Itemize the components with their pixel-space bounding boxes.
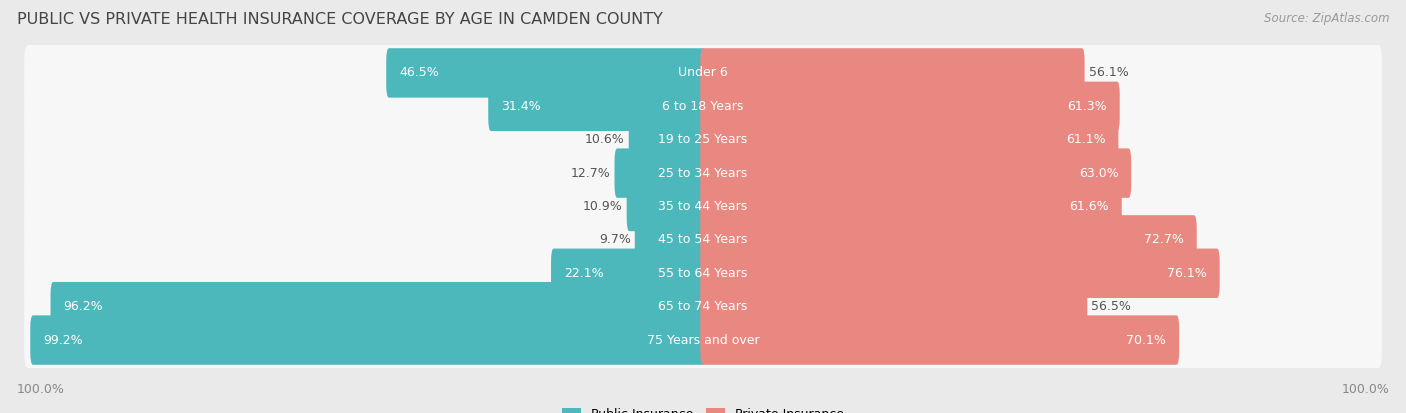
FancyBboxPatch shape <box>24 212 1382 268</box>
FancyBboxPatch shape <box>24 45 1382 101</box>
Text: 12.7%: 12.7% <box>571 166 610 180</box>
Text: 6 to 18 Years: 6 to 18 Years <box>662 100 744 113</box>
FancyBboxPatch shape <box>700 249 1219 298</box>
FancyBboxPatch shape <box>24 145 1382 201</box>
FancyBboxPatch shape <box>614 148 706 198</box>
Text: 56.5%: 56.5% <box>1091 300 1132 313</box>
FancyBboxPatch shape <box>24 312 1382 368</box>
Text: 61.6%: 61.6% <box>1070 200 1109 213</box>
FancyBboxPatch shape <box>31 316 706 365</box>
Text: 45 to 54 Years: 45 to 54 Years <box>658 233 748 247</box>
Text: 99.2%: 99.2% <box>44 334 83 347</box>
Text: 70.1%: 70.1% <box>1126 334 1167 347</box>
Text: 55 to 64 Years: 55 to 64 Years <box>658 267 748 280</box>
FancyBboxPatch shape <box>551 249 706 298</box>
FancyBboxPatch shape <box>24 78 1382 134</box>
FancyBboxPatch shape <box>700 82 1119 131</box>
FancyBboxPatch shape <box>24 178 1382 235</box>
Text: Under 6: Under 6 <box>678 66 728 79</box>
FancyBboxPatch shape <box>24 279 1382 335</box>
FancyBboxPatch shape <box>24 112 1382 168</box>
Text: 61.1%: 61.1% <box>1066 133 1105 146</box>
FancyBboxPatch shape <box>634 215 706 265</box>
Text: 10.6%: 10.6% <box>585 133 624 146</box>
Text: 56.1%: 56.1% <box>1088 66 1129 79</box>
Text: 35 to 44 Years: 35 to 44 Years <box>658 200 748 213</box>
FancyBboxPatch shape <box>700 215 1197 265</box>
FancyBboxPatch shape <box>700 48 1084 97</box>
Text: PUBLIC VS PRIVATE HEALTH INSURANCE COVERAGE BY AGE IN CAMDEN COUNTY: PUBLIC VS PRIVATE HEALTH INSURANCE COVER… <box>17 12 662 27</box>
Text: 25 to 34 Years: 25 to 34 Years <box>658 166 748 180</box>
FancyBboxPatch shape <box>387 48 706 97</box>
Text: 63.0%: 63.0% <box>1078 166 1118 180</box>
Text: 100.0%: 100.0% <box>17 384 65 396</box>
Text: 46.5%: 46.5% <box>399 66 439 79</box>
FancyBboxPatch shape <box>700 115 1118 164</box>
FancyBboxPatch shape <box>488 82 706 131</box>
Text: 96.2%: 96.2% <box>63 300 103 313</box>
Text: 19 to 25 Years: 19 to 25 Years <box>658 133 748 146</box>
Legend: Public Insurance, Private Insurance: Public Insurance, Private Insurance <box>557 403 849 413</box>
Text: 31.4%: 31.4% <box>501 100 541 113</box>
Text: 75 Years and over: 75 Years and over <box>647 334 759 347</box>
Text: Source: ZipAtlas.com: Source: ZipAtlas.com <box>1264 12 1389 25</box>
FancyBboxPatch shape <box>628 115 706 164</box>
Text: 65 to 74 Years: 65 to 74 Years <box>658 300 748 313</box>
FancyBboxPatch shape <box>24 245 1382 301</box>
Text: 9.7%: 9.7% <box>599 233 631 247</box>
FancyBboxPatch shape <box>700 182 1122 231</box>
Text: 22.1%: 22.1% <box>564 267 603 280</box>
Text: 10.9%: 10.9% <box>583 200 623 213</box>
Text: 100.0%: 100.0% <box>1341 384 1389 396</box>
FancyBboxPatch shape <box>700 316 1180 365</box>
Text: 76.1%: 76.1% <box>1167 267 1206 280</box>
FancyBboxPatch shape <box>700 148 1132 198</box>
Text: 72.7%: 72.7% <box>1144 233 1184 247</box>
FancyBboxPatch shape <box>627 182 706 231</box>
FancyBboxPatch shape <box>51 282 706 331</box>
Text: 61.3%: 61.3% <box>1067 100 1107 113</box>
FancyBboxPatch shape <box>700 282 1087 331</box>
